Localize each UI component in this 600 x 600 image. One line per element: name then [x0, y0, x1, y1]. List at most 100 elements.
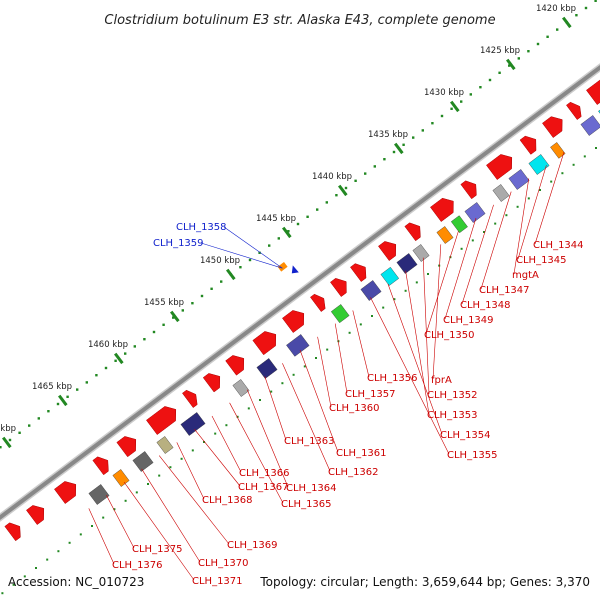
leader-line	[211, 415, 242, 473]
gene-labels: CLH_1344 CLH_1345 mgtA CLH_1347 CLH_1348 CLH_…	[112, 222, 584, 587]
inner-dot	[113, 508, 116, 511]
reverse-gene-block	[492, 184, 510, 202]
leader-line	[223, 226, 283, 269]
reverse-gene-block	[450, 215, 468, 234]
tick-dot	[556, 28, 559, 31]
inner-dot	[169, 466, 172, 469]
tick-dot	[546, 35, 549, 38]
forward-gene-arrow	[460, 180, 477, 200]
forward-strand-track	[4, 79, 600, 542]
genome-backbone	[0, 63, 600, 522]
tick-mark	[450, 100, 460, 113]
tick-dot	[594, 0, 597, 3]
leader-line	[534, 151, 565, 245]
gene-label: CLH_1359	[153, 238, 204, 249]
gene-label: CLH_1362	[328, 467, 379, 478]
gene-label: CLH_1349	[443, 315, 494, 326]
inner-dot	[359, 323, 362, 326]
tick-label: 1425 kbp	[480, 46, 520, 56]
tick-dot	[383, 158, 386, 161]
gene-label: CLH_1345	[516, 255, 567, 266]
reverse-gene-block	[286, 334, 310, 357]
tick-dot	[37, 417, 40, 420]
tick-dot	[56, 402, 60, 406]
inner-dot	[180, 457, 183, 460]
inner-dot	[382, 306, 385, 309]
tick-dot	[172, 316, 175, 319]
inner-dot	[46, 558, 49, 561]
tick-dot	[152, 330, 156, 334]
inner-dot	[57, 550, 60, 553]
tick-dot	[47, 410, 50, 413]
leader-line	[334, 323, 348, 394]
forward-gene-arrow	[26, 505, 45, 525]
leader-line	[299, 349, 339, 453]
gene-label: CLH_1350	[424, 330, 475, 341]
gene-label: mgtA	[512, 270, 539, 281]
gene-label: fprA	[431, 375, 452, 386]
gene-label: CLH_1370	[198, 558, 249, 569]
reverse-gene-block	[508, 169, 530, 190]
leader-line	[425, 231, 459, 335]
leader-line	[282, 363, 331, 472]
leader-line	[176, 442, 205, 500]
inner-dot	[303, 365, 306, 368]
tick-dot	[450, 107, 453, 110]
tick-dot	[335, 194, 338, 197]
forward-gene-arrow	[310, 293, 326, 312]
inner-dot	[583, 155, 586, 158]
tick-label: 1440 kbp	[312, 172, 352, 182]
reverse-gene-block	[330, 304, 350, 324]
inner-dot	[371, 315, 373, 317]
inner-dot	[595, 147, 597, 149]
tick-dot	[66, 395, 69, 398]
forward-gene-arrow	[430, 197, 454, 222]
reverse-gene-block	[550, 142, 566, 159]
inner-dot	[135, 491, 138, 494]
label-leader-lines	[88, 151, 565, 581]
gene-label: CLH_1376	[112, 560, 163, 571]
reverse-gene-block	[580, 115, 600, 136]
tick-dot	[527, 50, 530, 53]
reverse-gene-block	[88, 484, 110, 505]
tick-label: 1450 kbp	[200, 256, 240, 266]
leader-line	[444, 217, 477, 320]
inner-dot	[561, 172, 564, 175]
tick-dot	[469, 93, 472, 96]
tick-dot	[431, 122, 434, 125]
tick-label: 1465 kbp	[32, 382, 72, 392]
leader-line	[141, 468, 201, 563]
leader-line	[387, 283, 443, 435]
tick-dot	[306, 215, 309, 218]
leader-line	[352, 310, 370, 378]
inner-dot	[270, 390, 273, 393]
gene-label: CLH_1365	[281, 499, 332, 510]
tick-mark	[1, 436, 12, 449]
highlight-gene-arrow	[291, 265, 299, 274]
tick-dot	[325, 201, 328, 204]
reverse-gene-block	[464, 202, 486, 223]
leader-line	[461, 204, 494, 305]
tick-dot	[344, 186, 348, 190]
accession-text: Accession: NC_010723	[8, 575, 144, 589]
forward-gene-arrow	[202, 373, 221, 393]
forward-gene-arrow	[146, 406, 177, 435]
reverse-gene-block	[396, 253, 418, 274]
inner-dot	[35, 567, 37, 569]
tick-dot	[287, 230, 290, 233]
tick-dot	[392, 150, 396, 154]
leader-line	[517, 165, 547, 260]
leader-line	[480, 191, 512, 290]
tick-dot	[517, 57, 520, 60]
tick-dot	[316, 208, 319, 211]
genome-title: Clostridium botulinum E3 str. Alaska E43…	[104, 13, 495, 28]
forward-gene-arrow	[282, 310, 305, 333]
tick-dot	[584, 6, 588, 10]
forward-gene-arrow	[4, 522, 21, 542]
forward-gene-arrow	[116, 436, 137, 458]
inner-dot	[259, 399, 261, 401]
tick-dot	[460, 100, 463, 103]
reverse-gene-block	[156, 436, 174, 454]
inner-dot	[348, 331, 351, 334]
